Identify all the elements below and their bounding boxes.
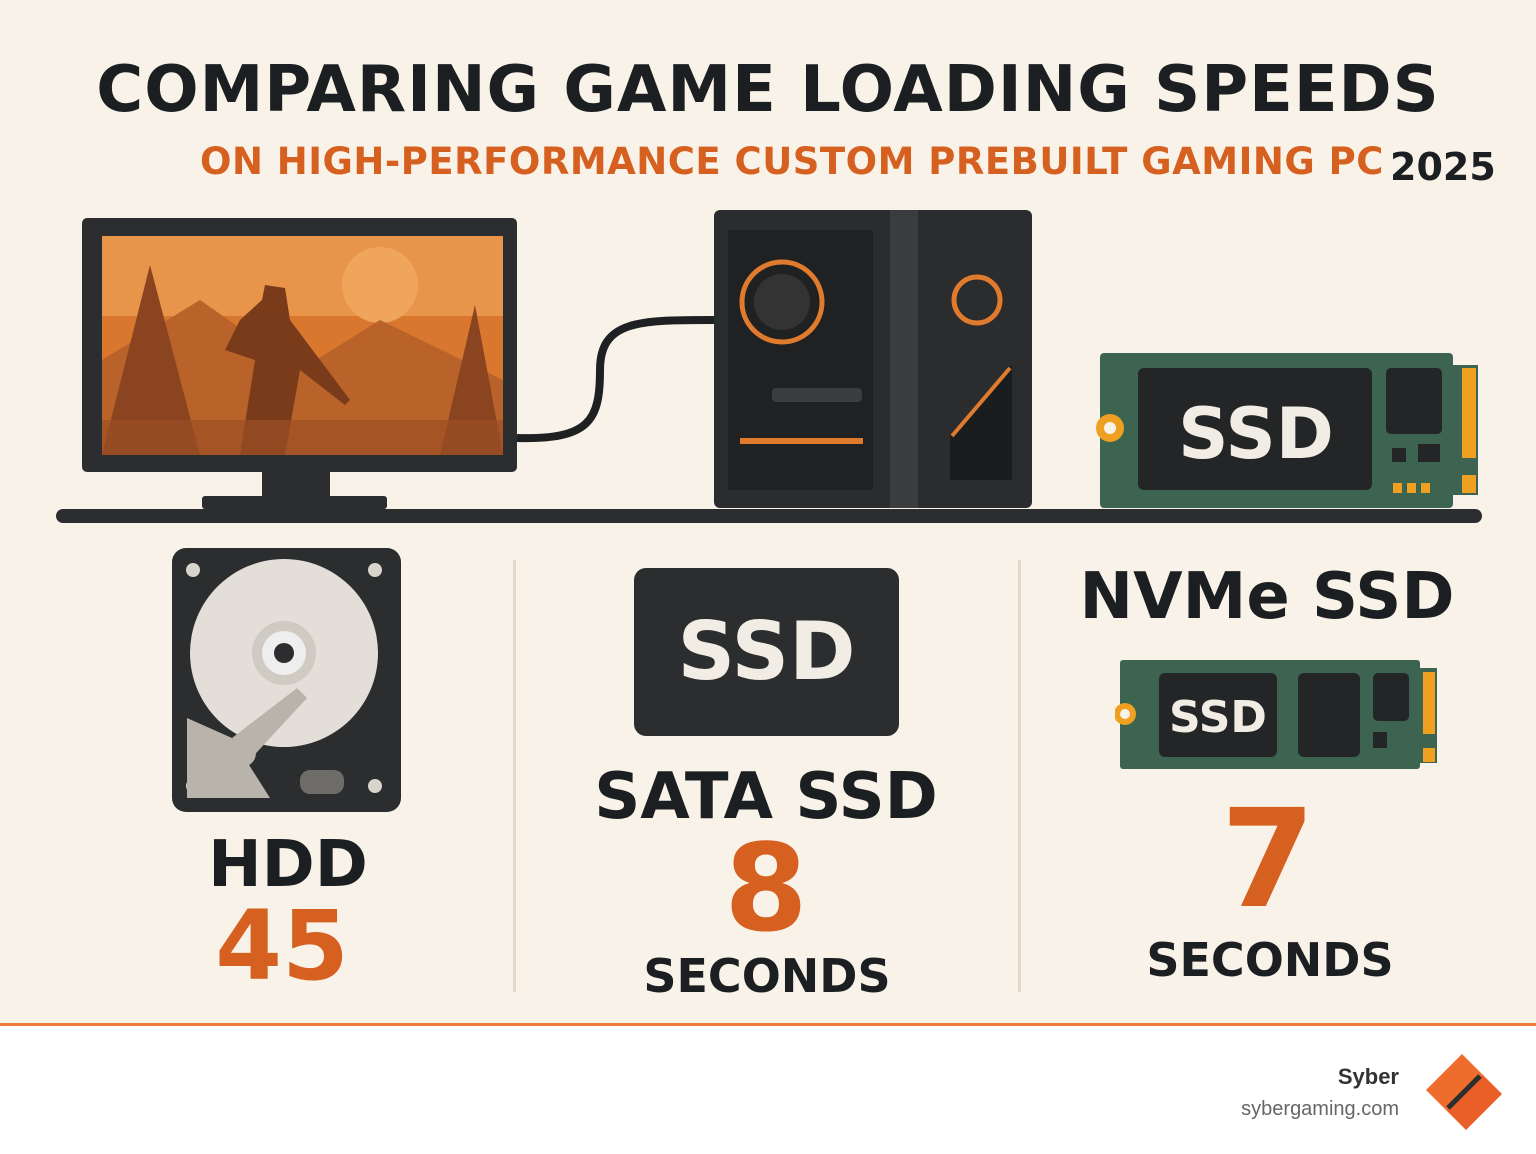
brand-name: Syber (1337, 1064, 1399, 1089)
gaming-setup-illustration: SSD (56, 210, 1482, 523)
sata-ssd-label: SATA SSD (594, 760, 938, 834)
cable (516, 316, 715, 443)
column-divider (513, 560, 516, 992)
year-label: 2025 (1390, 145, 1496, 189)
shelf (56, 509, 1482, 523)
hdd-icon (172, 548, 401, 812)
nvme-ssd-label: NVMe SSD (1079, 560, 1455, 634)
hdd-label: HDD (208, 828, 368, 902)
footer-divider (0, 1023, 1536, 1026)
nvme-ssd-icon: SSD (1115, 660, 1437, 769)
nvme-ssd-load-time: 7 (1220, 781, 1316, 939)
nvme-ssd-unit: SECONDS (1146, 933, 1394, 987)
m2-ssd-icon: SSD (1096, 353, 1478, 508)
nvme-ssd-device-label: SSD (1169, 692, 1267, 743)
column-divider (1018, 560, 1021, 992)
monitor-icon (82, 218, 517, 509)
page-subtitle: ON HIGH-PERFORMANCE CUSTOM PREBUILT GAMI… (200, 140, 1384, 183)
sata-ssd-icon: SSD (634, 568, 899, 736)
hdd-load-time: 45 (215, 890, 349, 1002)
sata-ssd-load-time: 8 (724, 820, 808, 959)
ssd-chip-label: SSD (1178, 393, 1334, 475)
sata-ssd-unit: SECONDS (643, 949, 891, 1003)
pc-tower-icon (714, 210, 1032, 508)
sata-ssd-device-label: SSD (677, 605, 856, 698)
page-title: COMPARING GAME LOADING SPEEDS (96, 53, 1440, 127)
brand-website: sybergaming.com (1241, 1098, 1399, 1120)
syber-logo-icon (1426, 1054, 1502, 1130)
